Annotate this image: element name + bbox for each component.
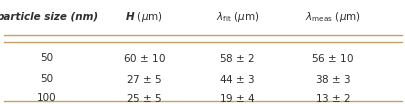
Text: 50: 50 <box>40 53 53 63</box>
Text: 44 $\pm$ 3: 44 $\pm$ 3 <box>219 73 255 85</box>
Text: $\lambda_{\mathregular{fit}}$ ($\mu$m): $\lambda_{\mathregular{fit}}$ ($\mu$m) <box>215 10 259 24</box>
Text: particle size (nm): particle size (nm) <box>0 12 98 22</box>
Text: 58 $\pm$ 2: 58 $\pm$ 2 <box>219 52 255 64</box>
Text: $\bfit{H}$ ($\mu$m): $\bfit{H}$ ($\mu$m) <box>125 10 163 24</box>
Text: 19 $\pm$ 4: 19 $\pm$ 4 <box>219 92 255 104</box>
Text: 13 $\pm$ 2: 13 $\pm$ 2 <box>314 92 350 104</box>
Text: 25 $\pm$ 5: 25 $\pm$ 5 <box>126 92 162 104</box>
Text: 100: 100 <box>37 93 56 103</box>
Text: $\lambda_{\mathregular{meas}}$ ($\mu$m): $\lambda_{\mathregular{meas}}$ ($\mu$m) <box>304 10 360 24</box>
Text: 38 $\pm$ 3: 38 $\pm$ 3 <box>314 73 350 85</box>
Text: 27 $\pm$ 5: 27 $\pm$ 5 <box>126 73 162 85</box>
Text: 50: 50 <box>40 74 53 84</box>
Text: 56 $\pm$ 10: 56 $\pm$ 10 <box>311 52 354 64</box>
Text: 60 $\pm$ 10: 60 $\pm$ 10 <box>122 52 165 64</box>
